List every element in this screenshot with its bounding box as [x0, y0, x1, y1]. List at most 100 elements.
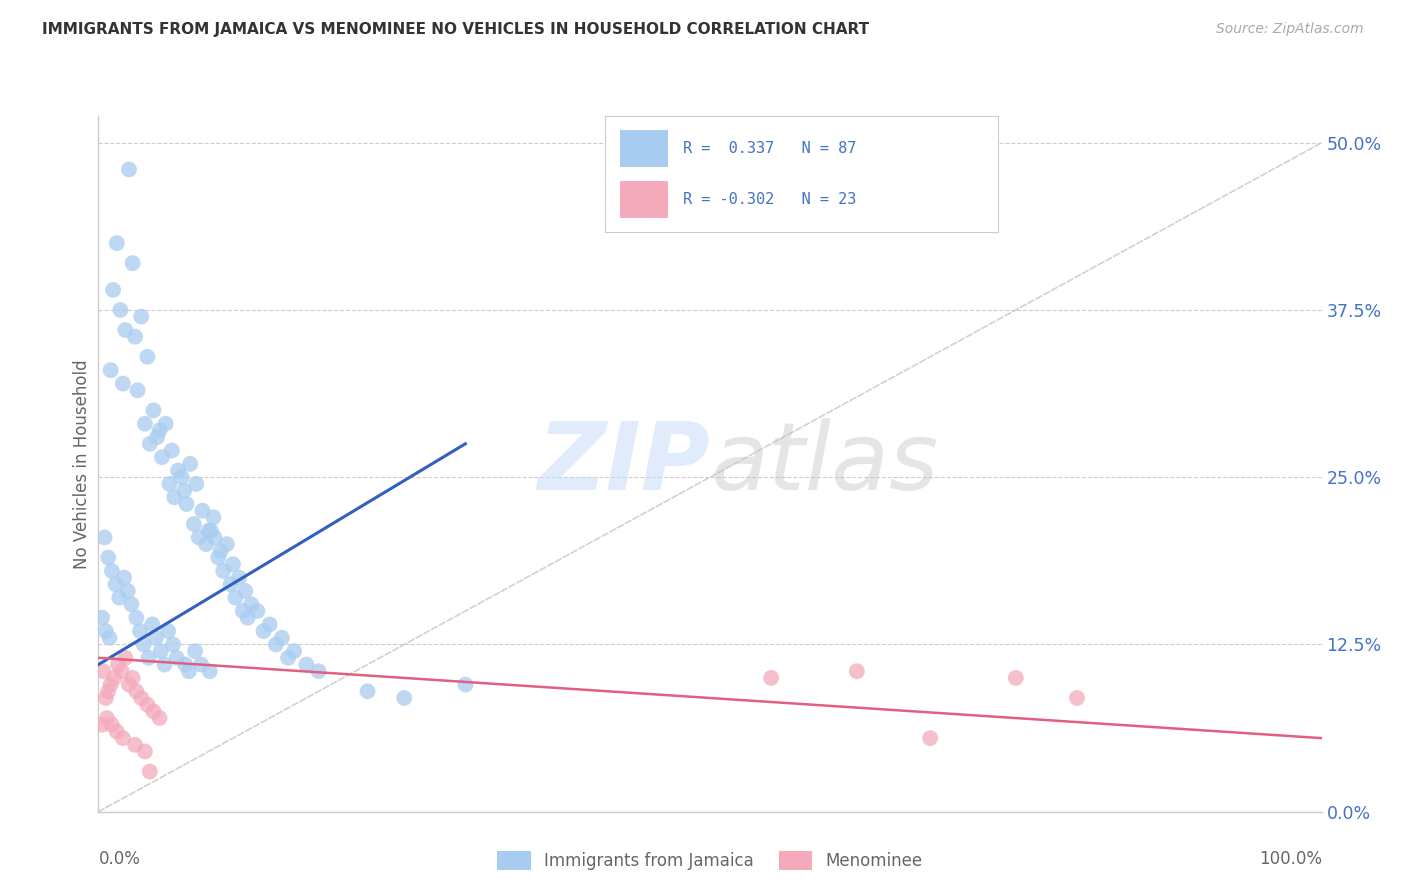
Point: [845, 664, 868, 678]
Point: [191, 503, 214, 517]
Point: [162, 637, 184, 651]
Point: [264, 637, 287, 651]
Point: [91, 664, 114, 678]
Point: [114, 323, 136, 337]
Point: [170, 470, 193, 484]
Point: [97, 684, 120, 698]
Point: [103, 671, 125, 685]
Point: [97, 550, 120, 565]
Point: [138, 651, 160, 665]
Point: [139, 764, 162, 779]
Point: [129, 624, 152, 639]
Point: [209, 543, 232, 558]
Point: [94, 690, 117, 705]
Point: [224, 591, 246, 605]
Text: Source: ZipAtlas.com: Source: ZipAtlas.com: [1216, 22, 1364, 37]
Point: [111, 664, 134, 678]
Point: [356, 684, 378, 698]
Point: [173, 483, 195, 498]
Point: [136, 350, 159, 364]
Point: [228, 571, 250, 585]
Point: [110, 302, 132, 317]
Point: [120, 598, 142, 612]
Point: [150, 450, 173, 464]
Text: IMMIGRANTS FROM JAMAICA VS MENOMINEE NO VEHICLES IN HOUSEHOLD CORRELATION CHART: IMMIGRANTS FROM JAMAICA VS MENOMINEE NO …: [42, 22, 869, 37]
Point: [187, 530, 209, 544]
Point: [190, 657, 212, 672]
Point: [197, 524, 219, 538]
Point: [121, 671, 143, 685]
Point: [105, 724, 128, 739]
Point: [132, 637, 155, 651]
Point: [127, 384, 149, 398]
Point: [207, 550, 229, 565]
Point: [114, 651, 136, 665]
Point: [153, 657, 176, 672]
Legend: Immigrants from Jamaica, Menominee: Immigrants from Jamaica, Menominee: [491, 844, 929, 877]
Point: [184, 644, 207, 658]
Point: [101, 717, 124, 731]
Text: atlas: atlas: [710, 418, 938, 509]
Point: [105, 236, 128, 251]
Point: [202, 510, 225, 524]
Point: [139, 436, 162, 450]
Point: [125, 610, 148, 624]
Point: [204, 530, 226, 544]
Point: [134, 744, 156, 758]
Point: [117, 583, 139, 598]
Point: [149, 644, 172, 658]
Point: [108, 591, 131, 605]
Point: [166, 651, 188, 665]
Point: [283, 644, 305, 658]
Point: [179, 457, 201, 471]
Text: R = -0.302   N = 23: R = -0.302 N = 23: [683, 192, 856, 207]
Bar: [620, 181, 668, 218]
Point: [920, 731, 942, 746]
Bar: [620, 130, 668, 167]
Point: [101, 283, 124, 297]
Point: [1004, 671, 1026, 685]
Point: [236, 610, 259, 624]
Point: [157, 476, 180, 491]
Point: [98, 631, 121, 645]
Point: [91, 610, 114, 624]
Point: [160, 443, 183, 458]
Point: [101, 564, 124, 578]
Point: [219, 577, 242, 591]
Point: [129, 310, 152, 324]
Point: [233, 583, 256, 598]
Point: [145, 631, 167, 645]
Point: [96, 711, 118, 725]
Point: [107, 657, 129, 672]
Point: [212, 564, 235, 578]
Text: R =  0.337   N = 87: R = 0.337 N = 87: [683, 141, 856, 156]
Point: [392, 690, 416, 705]
Point: [111, 376, 134, 391]
Point: [163, 490, 186, 504]
Point: [252, 624, 274, 639]
Point: [177, 664, 200, 678]
Point: [1066, 690, 1088, 705]
Point: [259, 617, 281, 632]
Point: [157, 624, 180, 639]
Point: [195, 537, 218, 551]
Point: [93, 530, 115, 544]
Text: ZIP: ZIP: [537, 417, 710, 510]
Point: [111, 731, 134, 746]
Point: [100, 678, 122, 692]
Point: [129, 690, 152, 705]
Point: [124, 738, 146, 752]
Point: [454, 678, 477, 692]
Point: [94, 624, 117, 639]
Point: [232, 604, 254, 618]
Point: [149, 424, 172, 438]
Point: [222, 557, 245, 572]
Point: [121, 256, 143, 270]
Point: [146, 430, 169, 444]
Point: [124, 330, 146, 344]
Y-axis label: No Vehicles in Household: No Vehicles in Household: [73, 359, 91, 569]
Point: [141, 617, 163, 632]
Point: [215, 537, 238, 551]
Point: [277, 651, 299, 665]
Point: [270, 631, 294, 645]
